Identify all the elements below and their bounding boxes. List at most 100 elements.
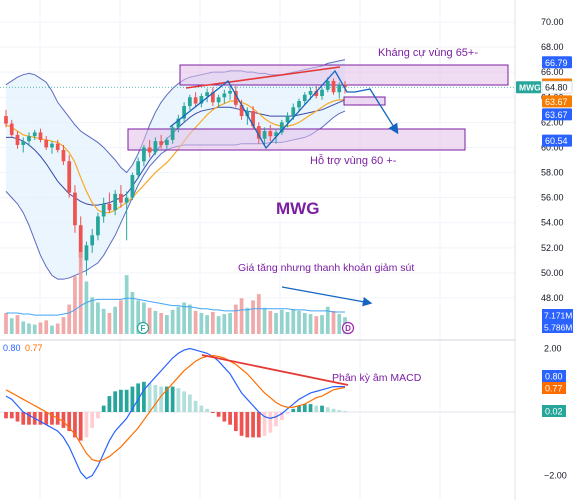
macd-hist-bar: [256, 412, 261, 438]
marker-f[interactable]: F: [136, 321, 150, 335]
candle-body: [182, 106, 186, 119]
ticker-tag-bg: [516, 81, 541, 94]
symbol-annotation: MWG: [276, 199, 319, 218]
volume-bar: [314, 316, 319, 334]
macd-label-text: 0.80: [545, 372, 563, 382]
candle-body: [262, 131, 267, 139]
macd-annotation: Phân kỳ âm MACD: [332, 372, 422, 384]
macd-hist-bar: [302, 404, 307, 412]
macd-hist-bar: [337, 410, 342, 412]
macd-hist-bar: [222, 412, 227, 422]
volume-bar: [216, 316, 221, 334]
macd-hist-bar: [67, 412, 72, 432]
price-label-5: 60.54: [542, 134, 572, 147]
macd-hist-bar: [314, 405, 319, 412]
price-tick-8: 54.00: [541, 218, 564, 228]
volume-bar: [107, 313, 112, 334]
macd-hist-bar: [205, 408, 209, 412]
candle-body: [314, 91, 319, 97]
candle-body: [239, 104, 244, 117]
price-label-bg: [542, 95, 572, 108]
volume-bar: [67, 304, 72, 334]
price-path-arrow: [169, 69, 399, 150]
macd-label-text: 0.02: [545, 407, 563, 417]
candle-body: [73, 192, 77, 226]
price-tick-10: 50.00: [541, 268, 564, 278]
volume-bar: [222, 314, 227, 334]
volume-bar: [4, 313, 8, 334]
candle-body: [67, 161, 72, 193]
candle-body: [147, 147, 152, 153]
macd-hist-bar: [165, 386, 169, 412]
macd-hist-bar: [262, 412, 267, 436]
macd-hist-bar: [193, 400, 198, 412]
candle-body: [343, 84, 347, 88]
macd-legend-macd: 0.80: [3, 343, 21, 353]
candle-body: [15, 134, 20, 145]
macd-hist-bar: [90, 412, 95, 428]
volume-bar: [73, 276, 77, 334]
volume-bar: [187, 304, 192, 334]
macd-hist-bar: [308, 404, 313, 412]
volume-arrow: [281, 286, 373, 307]
macd-hist-bar: [251, 412, 255, 438]
small-zone: [343, 96, 386, 106]
volume-bar: [337, 314, 342, 334]
candle-body: [61, 149, 66, 162]
price-label-text: 66.79: [545, 58, 568, 68]
macd-hist-bar: [199, 405, 204, 412]
macd-hist-bar: [233, 412, 238, 432]
candle-body: [101, 203, 106, 217]
volume-bar: [285, 311, 290, 334]
volume-bar: [308, 314, 313, 334]
macd-hist-bar: [73, 412, 77, 438]
volume-bar: [101, 308, 106, 334]
macd-hist-bar: [107, 396, 112, 412]
macd-hist-bar: [96, 412, 100, 419]
volume-bar: [199, 313, 204, 334]
volume-bar: [124, 275, 129, 334]
marker-d[interactable]: D: [341, 321, 355, 335]
macd-hist-bar: [343, 411, 347, 413]
candle-body: [331, 80, 336, 93]
candle-body: [291, 107, 296, 117]
macd-hist-bar: [84, 412, 89, 438]
price-label-bg: [542, 56, 572, 69]
volume-bar: [61, 317, 66, 334]
macd-hist-bar: [124, 389, 129, 412]
candle-body: [159, 141, 164, 145]
macd-label-0: 0.80: [542, 370, 566, 382]
volume-label-bg: [542, 309, 573, 321]
candle-body: [96, 216, 100, 236]
candle-body: [268, 131, 273, 137]
candle-body: [320, 89, 324, 97]
macd-line: [5, 347, 345, 480]
macd-label-bg: [542, 382, 566, 394]
volume-bars: [4, 252, 347, 334]
macd-panel: [0, 347, 515, 480]
volume-bar: [325, 306, 330, 334]
candle-body: [199, 96, 204, 104]
candle-body: [337, 84, 342, 93]
price-label-2: 64.80 MWG: [516, 80, 573, 94]
volume-bar: [239, 298, 244, 334]
ticker-tag: MWG: [519, 83, 541, 93]
macd-hist-bar: [44, 412, 49, 425]
price-axis: 70.0068.0066.0064.0062.0060.0058.0056.00…: [516, 0, 573, 500]
price-tick-2: 66.00: [541, 67, 564, 77]
candle-body: [130, 175, 135, 198]
candle-body: [210, 92, 215, 103]
volume-bar: [21, 321, 26, 334]
candle-body: [32, 132, 37, 137]
volume-bar: [38, 322, 43, 334]
macd-hist-bar: [78, 412, 83, 441]
volume-bar: [170, 309, 175, 334]
volume-bar: [119, 300, 123, 334]
macd-hist-bar: [291, 408, 296, 412]
macd-hist-bar: [113, 391, 118, 412]
volume-bar: [256, 294, 261, 334]
volume-bar: [251, 300, 255, 334]
volume-label-text: 7.171M: [544, 311, 572, 321]
volume-bar: [331, 310, 336, 334]
